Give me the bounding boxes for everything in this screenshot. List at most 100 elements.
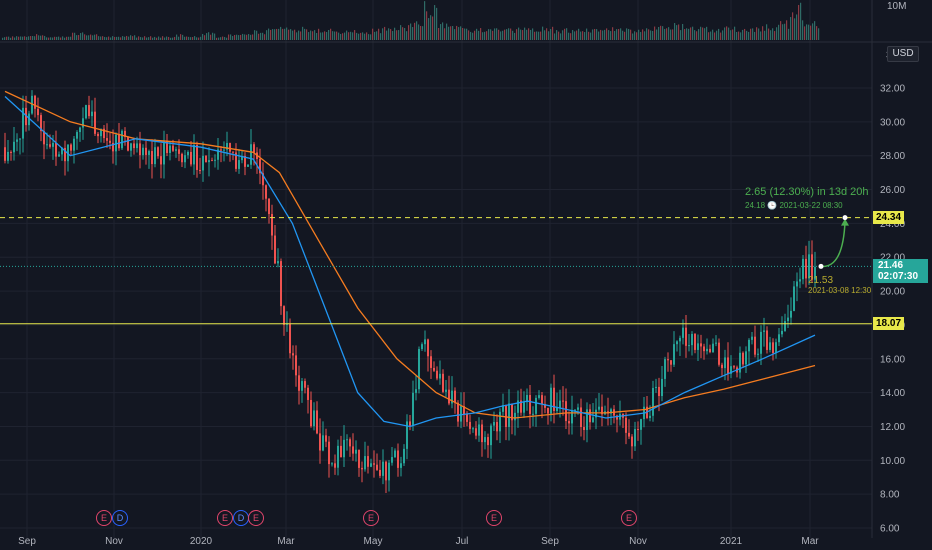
volume-bar xyxy=(44,35,46,40)
volume-bar xyxy=(410,23,412,40)
candle-body xyxy=(601,406,603,415)
volume-bar xyxy=(720,32,722,40)
volume-bar xyxy=(578,28,580,40)
volume-bar xyxy=(424,1,426,41)
y-axis-tick-label: 14.00 xyxy=(880,388,905,399)
volume-bar xyxy=(564,28,566,40)
volume-bar xyxy=(472,32,474,40)
volume-bar xyxy=(344,32,346,40)
candle-body xyxy=(499,411,501,432)
volume-bar xyxy=(106,37,108,40)
earnings-event-marker[interactable]: E xyxy=(363,510,379,526)
volume-bar xyxy=(608,30,610,40)
x-axis-tick-label: 2021 xyxy=(720,536,743,547)
volume-bar xyxy=(196,37,198,40)
earnings-event-marker[interactable]: E xyxy=(248,510,264,526)
volume-bar xyxy=(428,18,430,40)
volume-bar xyxy=(804,26,806,40)
candle-body xyxy=(808,254,810,279)
candle-body xyxy=(373,463,375,465)
y-axis-tick-label: 10.00 xyxy=(880,456,905,467)
x-axis-tick-label: Sep xyxy=(18,536,36,547)
earnings-event-marker[interactable]: E xyxy=(486,510,502,526)
volume-bar xyxy=(456,25,458,40)
volume-bar xyxy=(782,24,784,40)
candle-body xyxy=(37,108,39,116)
volume-bar xyxy=(508,28,510,40)
volume-bar xyxy=(570,33,572,40)
volume-bar xyxy=(422,26,424,40)
volume-bar xyxy=(118,36,120,40)
earnings-event-marker[interactable]: E xyxy=(621,510,637,526)
volume-bar xyxy=(436,7,438,40)
candle-body xyxy=(445,389,447,392)
volume-bar xyxy=(734,26,736,40)
candle-body xyxy=(331,463,333,465)
volume-bar xyxy=(660,25,662,40)
volume-bar xyxy=(80,33,82,40)
currency-badge[interactable]: USD xyxy=(887,46,919,62)
earnings-event-marker[interactable]: E xyxy=(217,510,233,526)
candle-body xyxy=(436,370,438,379)
volume-bar xyxy=(8,36,10,40)
candle-body xyxy=(16,139,18,142)
candle-body xyxy=(634,429,636,447)
volume-bar xyxy=(120,37,122,40)
candle-body xyxy=(271,214,273,236)
volume-bar xyxy=(328,29,330,40)
volume-bar xyxy=(300,31,302,40)
volume-bar xyxy=(382,28,384,40)
volume-bar xyxy=(50,37,52,40)
volume-bar xyxy=(542,26,544,40)
candle-body xyxy=(481,424,483,443)
volume-bar xyxy=(156,37,158,40)
volume-bar xyxy=(312,31,314,40)
candle-body xyxy=(748,339,750,352)
volume-bar xyxy=(226,37,228,40)
candle-body xyxy=(376,464,378,470)
volume-bar xyxy=(180,34,182,40)
volume-bar xyxy=(728,27,730,40)
volume-bar xyxy=(788,28,790,40)
volume-bar xyxy=(96,34,98,40)
volume-bar xyxy=(434,5,436,40)
candle-body xyxy=(247,164,249,167)
volume-bar xyxy=(466,28,468,40)
volume-bar xyxy=(604,29,606,40)
volume-bar xyxy=(766,24,768,40)
dividend-event-marker[interactable]: D xyxy=(112,510,128,526)
candle-body xyxy=(352,446,354,454)
volume-bar xyxy=(184,36,186,40)
volume-bar xyxy=(520,29,522,40)
volume-bar xyxy=(706,26,708,40)
volume-bar xyxy=(776,27,778,40)
volume-bar xyxy=(342,33,344,40)
candle-body xyxy=(349,439,351,447)
dividend-event-marker[interactable]: D xyxy=(233,510,249,526)
candle-body xyxy=(562,400,564,402)
volume-bar xyxy=(52,37,54,40)
earnings-event-marker[interactable]: E xyxy=(96,510,112,526)
volume-bar xyxy=(122,36,124,40)
moving-average-blue xyxy=(4,96,816,428)
volume-bar xyxy=(38,35,40,40)
volume-bar xyxy=(460,26,462,40)
volume-bar xyxy=(40,35,42,40)
volume-bar xyxy=(100,36,102,40)
volume-bar xyxy=(738,31,740,40)
candle-body xyxy=(289,323,291,354)
candle-body xyxy=(529,394,531,414)
candle-body xyxy=(487,437,489,446)
volume-bar xyxy=(624,31,626,40)
volume-bar xyxy=(772,28,774,40)
volume-bar xyxy=(68,36,70,40)
candle-body xyxy=(763,330,765,332)
candle-body xyxy=(103,128,105,139)
candle-body xyxy=(649,415,651,418)
last-price-countdown: 02:07:30 xyxy=(878,271,919,282)
candle-body xyxy=(685,327,687,346)
candle-body xyxy=(292,353,294,356)
volume-bar xyxy=(182,34,184,40)
candle-body xyxy=(670,360,672,365)
